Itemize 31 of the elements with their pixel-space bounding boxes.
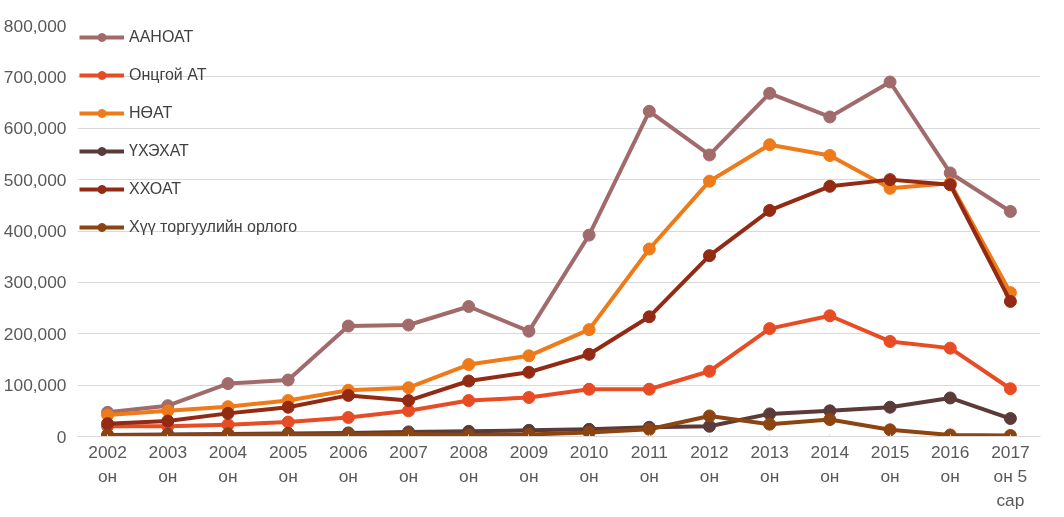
legend-label: ХХОАТ: [129, 180, 182, 198]
y-tick-label: 400,000: [3, 221, 67, 241]
y-tick-label: 300,000: [3, 272, 67, 293]
y-tick-label: 100,000: [3, 375, 67, 396]
y-tick-label: 700,000: [3, 66, 67, 87]
x-tick-label: 2006 он: [329, 441, 368, 486]
x-tick-label: 2010 он: [569, 441, 609, 486]
x-tick-label: 2009 он: [509, 441, 549, 486]
y-tick-label: 0: [56, 426, 67, 447]
x-tick-label: 2005 он: [268, 441, 308, 486]
y-tick-label: 800,000: [3, 15, 67, 36]
x-tick-label: 2004 он: [208, 441, 248, 486]
legend-label: ААНОАТ: [129, 28, 194, 46]
x-tick-label: 2017 он 5 сар: [991, 441, 1030, 510]
legend-label: Онцгой АТ: [129, 66, 207, 84]
x-tick-label: 2011 он: [630, 441, 668, 486]
x-tick-label: 2015 он: [870, 441, 910, 486]
x-tick-label: 2013 он: [750, 441, 789, 486]
x-tick-label: 2008 он: [449, 441, 489, 486]
y-tick-label: 500,000: [3, 169, 67, 190]
x-tick-label: 2002 он: [88, 441, 127, 486]
y-tick-label: 200,000: [3, 323, 67, 344]
x-tick-label: 2016 он: [930, 441, 970, 486]
legend-label: Хүү торгуулийн орлого: [129, 218, 298, 236]
x-tick-label: 2003 он: [148, 441, 188, 486]
x-tick-label: 2007 он: [389, 441, 428, 486]
x-tick-label: 2012 он: [690, 441, 729, 486]
y-tick-label: 600,000: [3, 118, 67, 139]
legend-label: ҮХЭХАТ: [129, 142, 189, 160]
legend-label: НӨАТ: [129, 104, 173, 122]
x-tick-label: 2014 он: [810, 441, 850, 486]
